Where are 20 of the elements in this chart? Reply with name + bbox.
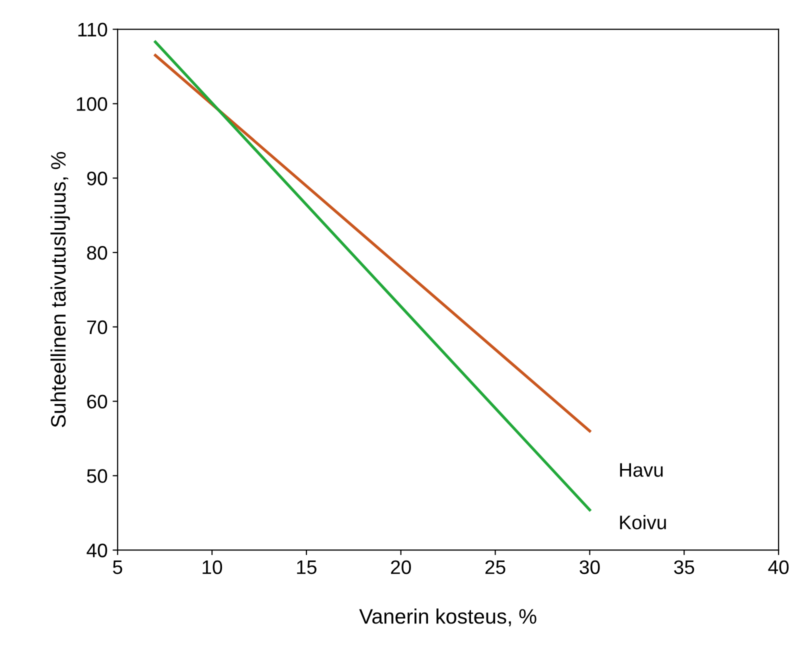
x-tick-label: 20 [391,560,411,574]
y-tick-label: 100 [76,97,108,111]
x-tick-label: 25 [485,560,506,574]
x-tick-label: 15 [297,560,316,574]
text: Havu [620,463,663,477]
x-tick-label: 35 [674,560,694,574]
y-tick-label: 40 [86,544,108,558]
y-tick-label: 50 [87,469,108,483]
x-tick-label: 10 [202,560,222,574]
y-tick-label: 60 [87,394,108,409]
y-tick-label: 110 [78,22,108,37]
y-axis-title: Suhteellinen taivutuslujuus, % [50,152,70,428]
series-label: Koivu [620,515,666,530]
y-tick-label: 70 [87,320,108,334]
x-tick-label: 30 [580,560,600,574]
x-axis-title: Vanerin kosteus, % [359,608,536,626]
x-tick-label: 40 [768,560,789,574]
y-tick-label: 90 [87,172,108,186]
y-tick-label: 80 [87,246,108,260]
x-tick-label: 5 [112,560,122,574]
